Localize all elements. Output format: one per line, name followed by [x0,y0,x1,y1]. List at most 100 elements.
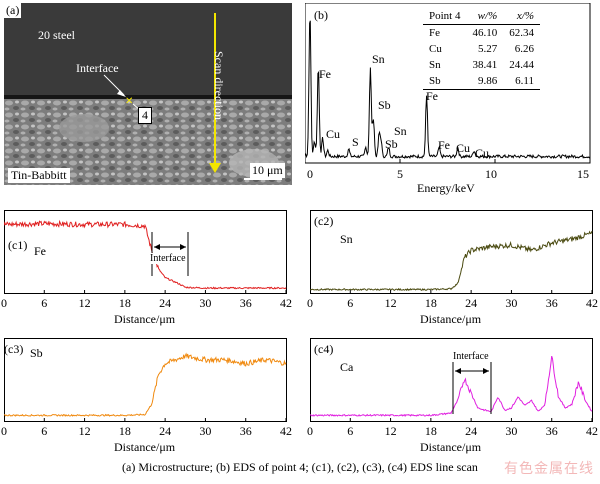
peak-label-cu-1: Cu [326,127,341,141]
c1-tick-label: 42 [280,296,292,310]
c3-element: Sb [30,346,43,360]
eds-cell: Fe [429,27,440,39]
peak-label-sn-1: Sn [372,52,385,66]
eds-cell: 38.41 [472,59,498,71]
peak-label-cu-3: Cu [475,146,490,160]
scan-arrow-head [209,163,221,173]
peak-label-fe-1: Fe [319,67,331,81]
eds-cell: Sn [429,59,441,71]
c4-tick-label: 42 [586,424,598,438]
figure-caption: (a) Microstructure; (b) EDS of point 4; … [122,460,478,474]
eds-xlabel: Energy/keV [417,181,475,195]
c3-tick-label: 18 [118,424,131,438]
eds-tick-5: 5 [397,167,403,181]
c2-tick-label: 24 [465,296,478,310]
eds-cell: 6.26 [514,43,534,55]
eds-header-w: w/% [466,8,504,25]
peak-label-fe-2: Fe [426,89,438,103]
c2-tick-label: 18 [424,296,437,310]
c4-tick-label: 30 [505,424,518,438]
c2-element: Sn [340,232,353,246]
interface-line [4,95,292,99]
c3-xlabel: Distance/μm [114,440,176,454]
point-4-marker: ✕ [125,96,133,107]
c1-frame [4,210,287,294]
c4-tick-label: 18 [424,424,437,438]
c2-tick-label: 12 [384,296,397,310]
steel-label: 20 steel [38,28,75,42]
c1-interface-label: Interface [150,253,186,264]
panel-a-micrograph: ✕ (a) 20 steel Interface 4 Scan directio… [4,3,292,185]
peak-label-sb-1: Sb [378,98,391,112]
c2-tick-label: 0 [307,296,313,310]
interface-label: Interface [76,61,119,75]
steel-region [4,3,292,98]
panel-b-label: (b) [314,8,328,22]
eds-row-cu: Cu 5.27 6.26 [423,41,540,57]
eds-row-sb: Sb 9.86 6.11 [423,73,540,90]
c4-chart [309,338,593,422]
eds-cell: 6.11 [515,75,534,87]
eds-spectrum-chart [304,2,591,164]
c4-tick-label: 24 [465,424,478,438]
c1-element: Fe [34,244,46,258]
eds-row-sn: Sn 38.41 24.44 [423,57,540,73]
panel-c1-fe: (c1) Fe Interface 0 6 12 18 24 30 36 42 Distanc… [1,210,292,328]
c2-tick-label: 42 [586,296,598,310]
eds-header-x: x/% [503,8,540,25]
c4-tick-label: 12 [384,424,397,438]
c4-tick-label: 36 [545,424,558,438]
panel-b-eds: (b) Fe Cu S Sn Sb Sn Sb Fe Fe Cu Cu 0 5 … [304,2,596,203]
eds-tick-10: 10 [485,167,497,181]
c3-tick-label: 6 [41,424,48,438]
c1-chart [3,210,287,294]
c3-chart [3,338,287,422]
eds-trace [304,20,591,160]
c1-tick-label: 18 [118,296,131,310]
c2-chart [309,210,593,294]
c1-trace [3,219,287,290]
c1-tick-label: 12 [78,296,91,310]
c2-label: (c2) [314,214,334,228]
panel-a-label: (a) [4,3,22,18]
c1-xlabel: Distance/μm [114,312,176,326]
c2-tick-label: 6 [347,296,354,310]
peak-label-sn-2: Sn [394,124,407,138]
peak-label-cu-2: Cu [456,141,471,155]
panel-c2-sn: (c2) Sn 0 6 12 18 24 30 36 42 Distance/μm [307,210,598,328]
c4-element: Ca [340,360,354,374]
c4-frame [310,338,593,422]
watermark: 有色金属在线 [504,461,594,477]
c2-tick-label: 36 [545,296,558,310]
c3-tick-label: 0 [1,424,7,438]
c3-tick-label: 24 [159,424,172,438]
c3-tick-label: 36 [239,424,252,438]
eds-cell: 5.27 [477,43,498,55]
c3-tick-label: 42 [280,424,292,438]
c2-xlabel: Distance/μm [420,312,482,326]
c4-label: (c4) [314,342,334,356]
c4-tick-label: 6 [347,424,354,438]
eds-composition-table: Point 4 w/% x/% Fe 46.10 62.34 Cu 5.27 6… [423,8,540,90]
c3-label: (c3) [4,342,24,356]
c1-tick-label: 24 [159,296,172,310]
eds-header-point: Point 4 [423,8,467,25]
c4-xlabel: Distance/μm [420,440,482,454]
peak-label-s: S [352,135,359,149]
eds-tick-0: 0 [307,167,313,181]
eds-cell: 62.34 [509,27,534,39]
scale-label: 10 μm [250,163,285,178]
peak-label-sb-2: Sb [385,137,398,151]
panel-c4-ca: (c4) Ca Interface 0 6 12 18 24 30 36 42 Distanc… [307,338,598,456]
eds-cell: Cu [429,43,442,55]
point-4-label: 4 [138,107,152,124]
alloy-label: Tin-Babbitt [8,168,70,183]
eds-cell: Sb [429,75,441,87]
c1-label: (c1) [8,238,28,252]
c1-tick-label: 30 [199,296,212,310]
eds-row-fe: Fe 46.10 62.34 [423,25,540,42]
c2-frame [310,210,593,294]
c3-tick-label: 12 [78,424,91,438]
c1-tick-label: 6 [41,296,48,310]
c2-tick-label: 30 [505,296,518,310]
